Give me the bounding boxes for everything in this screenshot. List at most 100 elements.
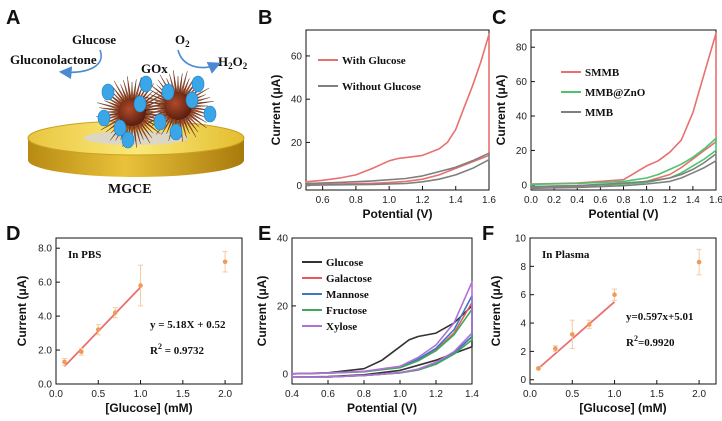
plot-frame xyxy=(530,29,717,191)
chart-b: 0.6 0.8 1.0 1.2 1.4 1.6 0 20 40 60 Potential (V) Cu… xyxy=(269,29,496,221)
data-point xyxy=(222,259,228,265)
y-tick-label: 6.0 xyxy=(38,278,52,289)
legend-label: Xylose xyxy=(326,321,357,333)
gox-enzyme xyxy=(161,83,175,101)
x-tick-label: 1.2 xyxy=(663,195,677,206)
x-tick-label: 1.6 xyxy=(482,195,496,206)
data-point xyxy=(612,292,617,297)
x-tick-label: 0.6 xyxy=(593,195,607,206)
gox-enzyme xyxy=(185,91,199,109)
x-tick-label: 0.0 xyxy=(523,389,537,400)
panel-label-f: F xyxy=(482,223,494,245)
x-tick-label: 1.0 xyxy=(134,389,148,400)
gox-enzyme xyxy=(153,113,167,131)
gox-enzyme xyxy=(133,95,147,113)
series-line-with-glucose xyxy=(305,33,490,186)
data-point xyxy=(553,346,558,351)
x-tick-label: 0.8 xyxy=(617,195,631,206)
y-tick-label: 40 xyxy=(277,234,289,245)
x-tick-label: 1.6 xyxy=(709,195,722,206)
y-tick-label: 0 xyxy=(296,181,302,192)
y-axis-label: Current (μA) xyxy=(255,276,269,347)
y-tick-label: 20 xyxy=(277,301,289,312)
y-tick-label: 0 xyxy=(521,180,527,191)
y-tick-label: 80 xyxy=(516,43,528,54)
gox-enzyme xyxy=(169,123,183,141)
y-tick-label: 0.0 xyxy=(38,380,52,391)
chart-e: 0.4 0.6 0.8 1.0 1.2 1.4 0 20 40 Potential (V) Curr… xyxy=(255,234,479,416)
x-tick-label: 1.4 xyxy=(686,195,700,206)
data-point xyxy=(138,283,143,288)
x-tick-label: 1.2 xyxy=(429,389,443,400)
mmb-particles xyxy=(96,70,217,149)
data-point xyxy=(569,332,575,337)
mgce-label: MGCE xyxy=(108,182,152,197)
mmb-particle xyxy=(96,76,168,148)
fit-line xyxy=(537,301,616,370)
gox-label: GOx xyxy=(141,61,168,76)
x-tick-label: 0.6 xyxy=(321,389,335,400)
x-axis-label: [Glucose] (mM) xyxy=(105,401,192,415)
data-point xyxy=(62,359,67,365)
y-tick-label: 20 xyxy=(516,146,528,157)
fit-equation: y=0.597x+5.01 xyxy=(626,311,694,323)
chart-d: 0.0 0.5 1.0 1.5 2.0 0.0 2.0 4.0 6.0 8.0 [Glucose] … xyxy=(15,237,243,415)
x-tick-label: 0.2 xyxy=(547,195,561,206)
legend-label: MMB@ZnO xyxy=(585,87,646,99)
y-tick-label: 40 xyxy=(516,112,528,123)
data-point xyxy=(112,310,118,315)
x-tick-label: 1.0 xyxy=(382,195,396,206)
x-tick-label: 2.0 xyxy=(692,389,706,400)
y-axis-label: Current (μA) xyxy=(269,75,283,146)
y-tick-label: 2.0 xyxy=(38,346,52,357)
gox-enzyme xyxy=(97,109,111,127)
x-tick-label: 0.0 xyxy=(524,195,538,206)
series-line-smmb xyxy=(530,32,717,188)
y-tick-label: 4.0 xyxy=(38,312,52,323)
y-tick-label: 8 xyxy=(520,262,526,273)
y-tick-label: 6 xyxy=(520,290,526,301)
panel-label-b: B xyxy=(258,7,272,29)
y-tick-label: 10 xyxy=(515,234,527,245)
gox-enzyme xyxy=(101,83,115,101)
x-tick-label: 1.0 xyxy=(393,389,407,400)
glucose-arrow xyxy=(58,49,102,80)
series-line-xylose xyxy=(291,281,473,378)
series-line-without-glucose xyxy=(305,152,490,186)
legend-label: Without Glucose xyxy=(342,81,421,93)
glucose-label: Glucose xyxy=(72,32,116,47)
series-line-mmb xyxy=(530,153,717,190)
fit-r-squared: R2=0.9920 xyxy=(626,334,675,349)
legend-label: Glucose xyxy=(326,257,363,269)
y-axis-label: Current (μA) xyxy=(15,276,29,347)
legend-label: Galactose xyxy=(326,273,372,285)
fit-r-squared: R2 = 0.9732 xyxy=(150,342,204,357)
plot-frame xyxy=(55,237,243,385)
data-point xyxy=(95,327,101,332)
particle-spike xyxy=(130,81,134,101)
x-axis-label: Potential (V) xyxy=(588,207,658,221)
o2-arrow xyxy=(177,49,221,74)
data-point xyxy=(586,322,592,327)
y-tick-label: 60 xyxy=(291,51,303,62)
o2-label: O2 xyxy=(175,32,190,49)
y-tick-label: 4 xyxy=(520,319,526,330)
chart-title: In Plasma xyxy=(542,249,590,261)
x-tick-label: 1.0 xyxy=(608,389,622,400)
x-tick-label: 0.5 xyxy=(565,389,579,400)
data-point xyxy=(79,349,84,355)
x-tick-label: 1.4 xyxy=(465,389,479,400)
y-tick-label: 20 xyxy=(291,138,303,149)
y-tick-label: 0 xyxy=(282,369,288,380)
chart-f: 0.0 0.5 1.0 1.5 2.0 0 2 4 6 8 10 [Glucose] (mM) Curr… xyxy=(489,234,717,415)
panel-label-c: C xyxy=(492,7,506,29)
x-tick-label: 1.5 xyxy=(650,389,664,400)
x-tick-label: 0.6 xyxy=(316,195,330,206)
x-tick-label: 0.8 xyxy=(357,389,371,400)
x-tick-label: 1.2 xyxy=(416,195,430,206)
particle-spike xyxy=(176,75,180,95)
x-tick-label: 0.4 xyxy=(285,389,299,400)
legend-label: MMB xyxy=(585,107,614,119)
x-tick-label: 0.0 xyxy=(49,389,63,400)
